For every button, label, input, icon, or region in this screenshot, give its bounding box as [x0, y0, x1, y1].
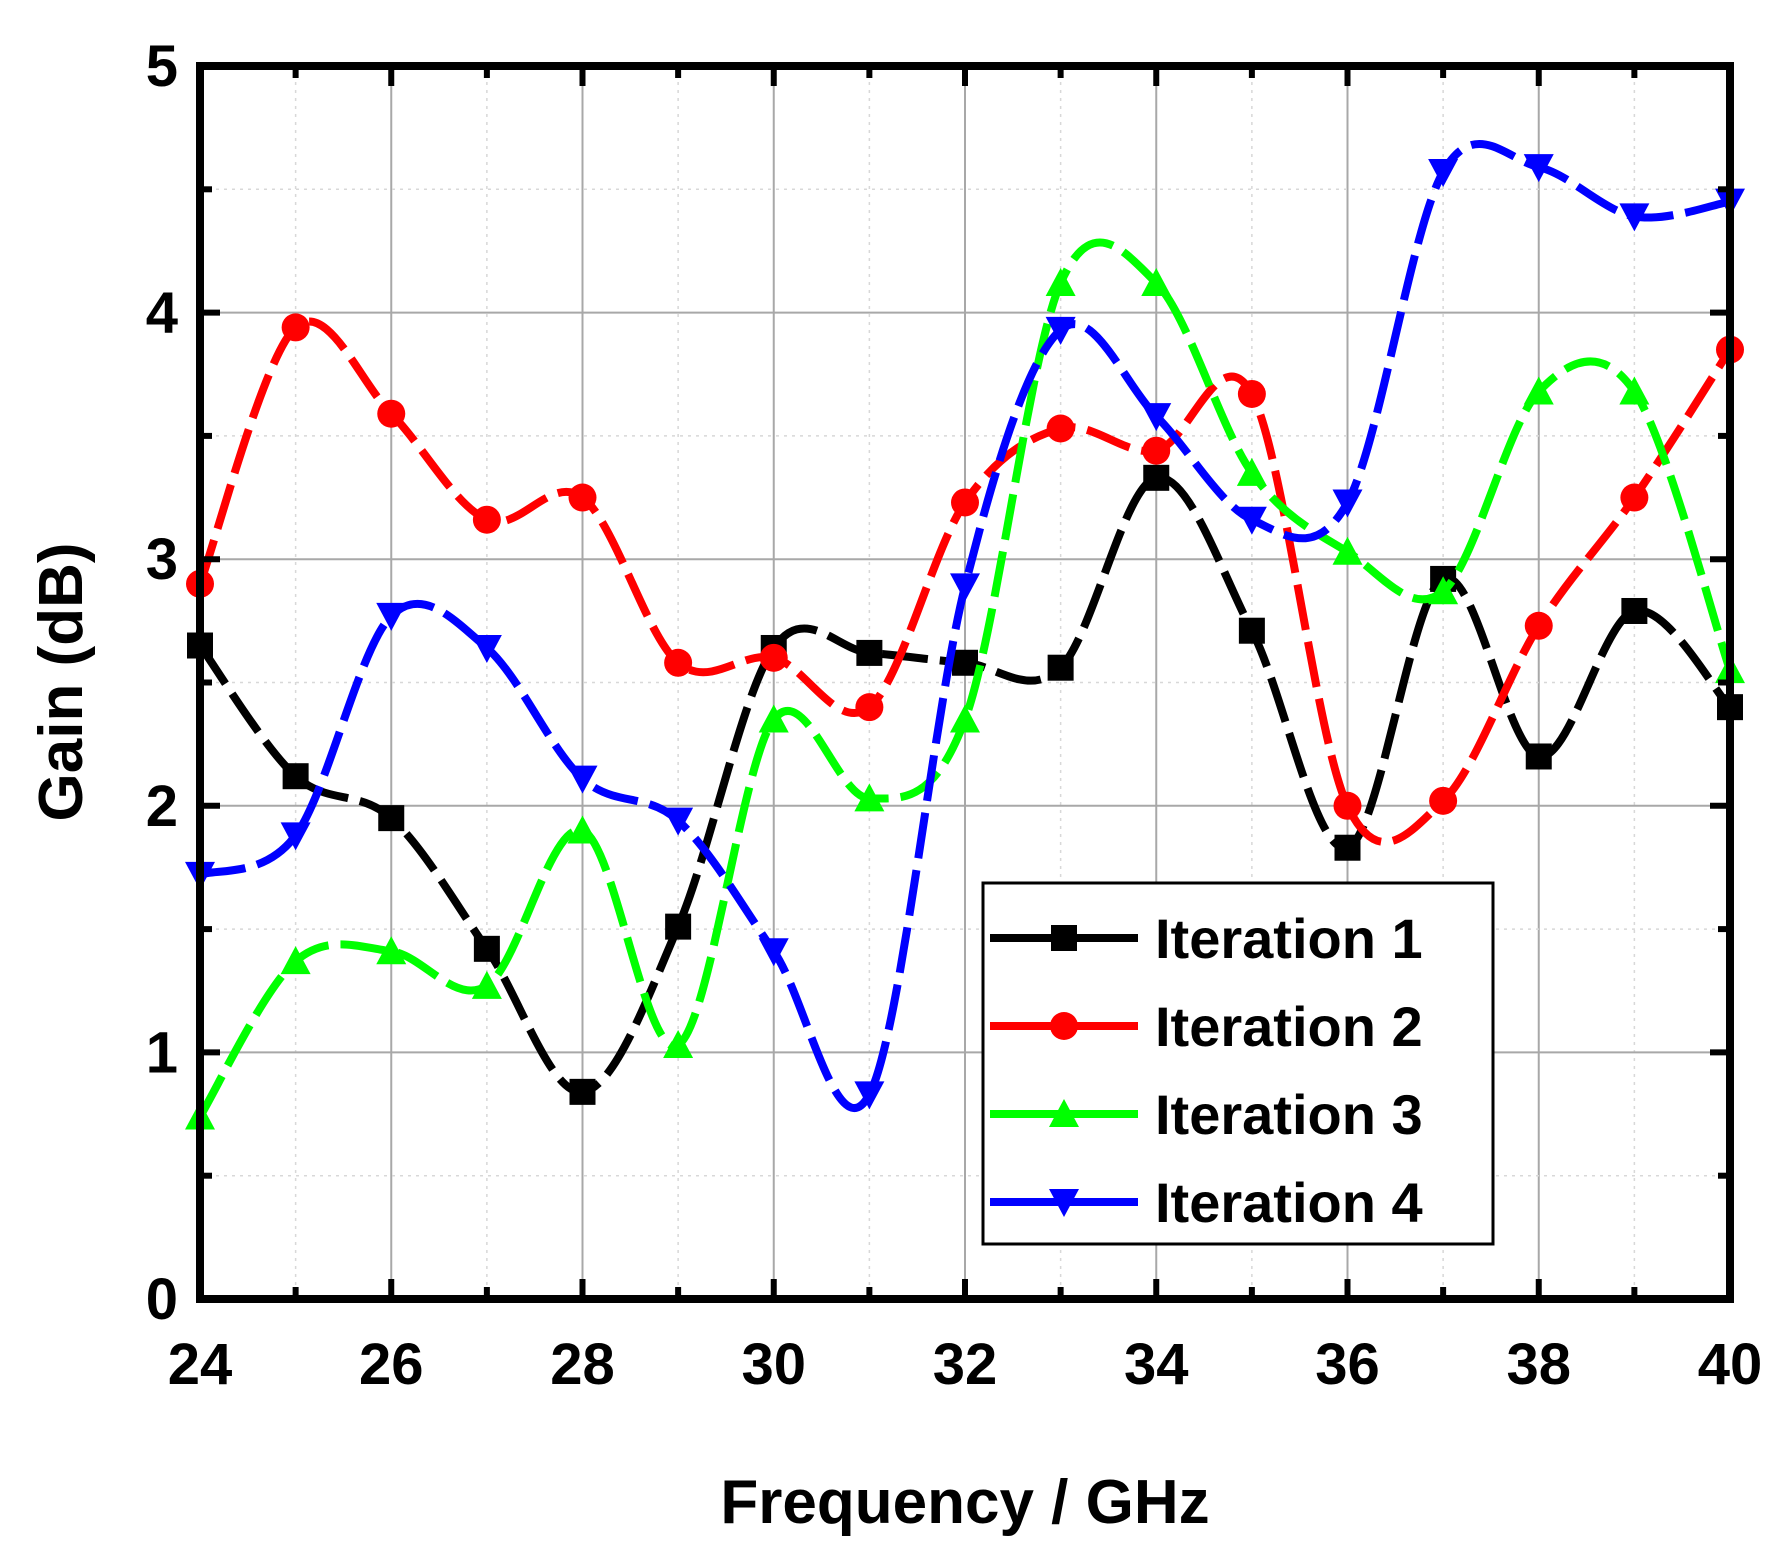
iteration-4-point [471, 634, 502, 663]
iteration-4-point [1332, 489, 1363, 518]
iteration-1-point [1047, 654, 1074, 681]
iteration-4-point [280, 822, 311, 851]
iteration-4-point [376, 602, 407, 631]
iteration-3-point [1619, 376, 1650, 405]
iteration-2-point [664, 648, 693, 677]
x-tick-label: 28 [550, 1332, 615, 1397]
x-tick-label: 38 [1506, 1332, 1571, 1397]
x-tick-label: 24 [168, 1332, 233, 1397]
legend-label-iteration-3: Iteration 3 [1155, 1083, 1423, 1146]
iteration-4-point [758, 938, 789, 967]
y-tick-label: 0 [146, 1267, 178, 1332]
iteration-2-point [951, 488, 979, 517]
iteration-3-point [280, 946, 311, 975]
iteration-2-point [855, 693, 884, 722]
iteration-1-point [1621, 597, 1648, 624]
series-layer [185, 139, 1745, 1130]
y-tick-label: 2 [146, 774, 178, 839]
legend-marker-iteration-3 [1049, 1099, 1079, 1127]
iteration-4-point [567, 765, 598, 794]
iteration-2-point [1429, 786, 1458, 815]
axis-ticks [197, 63, 1733, 1302]
iteration-1-point [952, 649, 978, 676]
iteration-2-point [1333, 791, 1362, 820]
iteration-3-point [1236, 457, 1267, 486]
iteration-3-point [567, 815, 598, 844]
x-tick-label: 26 [359, 1332, 424, 1397]
iteration-1-point [473, 935, 500, 962]
iteration-3-series [185, 238, 1745, 1130]
legend-marker-iteration-4 [1049, 1189, 1079, 1217]
iteration-2-point [1524, 611, 1553, 640]
iteration-3-point [758, 704, 789, 733]
iteration-1-series [187, 464, 1743, 1105]
iteration-1-point [569, 1078, 596, 1105]
y-axis-title: Gain (dB) [27, 543, 96, 822]
iteration-3-point [1332, 536, 1363, 565]
iteration-4-series [185, 139, 1745, 1112]
iteration-1-point [378, 805, 405, 832]
iteration-3-point [1141, 268, 1172, 297]
legend-marker-iteration-2 [1050, 1012, 1078, 1040]
iteration-4-point [854, 1081, 885, 1110]
x-axis-title: Frequency / GHz [720, 1468, 1209, 1537]
y-tick-label: 4 [146, 281, 178, 346]
legend: Iteration 1 Iteration 2 Iteration 3 Iterati… [981, 881, 1495, 1246]
iteration-4-point [950, 573, 980, 602]
iteration-3-point [1428, 576, 1459, 605]
iteration-1-point [282, 763, 309, 790]
iteration-1-point [1525, 743, 1552, 770]
iteration-4-point [1141, 403, 1172, 432]
iteration-2-point [759, 643, 788, 672]
iteration-3-line [196, 238, 1734, 1119]
iteration-2-point [377, 399, 406, 428]
iteration-3-point [471, 970, 502, 999]
iteration-1-point [665, 913, 692, 940]
x-tick-label: 32 [933, 1332, 998, 1397]
iteration-3-point [376, 936, 407, 965]
iteration-3-point [1045, 268, 1076, 297]
y-tick-label: 5 [146, 34, 178, 99]
legend-marker-iteration-1 [1051, 925, 1077, 951]
legend-label-iteration-2: Iteration 2 [1155, 995, 1423, 1058]
x-tick-label: 30 [741, 1332, 806, 1397]
x-tick-label: 34 [1124, 1332, 1189, 1397]
y-tick-label: 3 [146, 527, 178, 592]
x-tick-label: 36 [1315, 1332, 1380, 1397]
iteration-2-point [281, 313, 310, 342]
iteration-3-point [1523, 376, 1554, 405]
iteration-4-point [1045, 316, 1076, 345]
legend-label-iteration-1: Iteration 1 [1155, 907, 1423, 970]
iteration-4-point [1236, 506, 1267, 535]
iteration-2-point [1046, 414, 1075, 443]
iteration-3-point [854, 783, 885, 812]
iteration-1-point [1143, 464, 1170, 491]
iteration-1-point [1334, 834, 1361, 861]
iteration-4-point [1619, 203, 1650, 232]
iteration-3-point [663, 1030, 694, 1059]
iteration-2-point [1142, 436, 1171, 465]
iteration-2-point [1237, 379, 1266, 408]
legend-label-iteration-4: Iteration 4 [1155, 1171, 1423, 1234]
iteration-2-point [472, 505, 501, 534]
y-tick-label: 1 [146, 1020, 178, 1085]
iteration-4-point [663, 807, 694, 836]
iteration-1-point [1238, 617, 1265, 644]
iteration-4-point [1523, 154, 1554, 183]
iteration-2-point [568, 483, 597, 512]
iteration-1-point [856, 639, 883, 666]
x-tick-label: 40 [1698, 1332, 1763, 1397]
iteration-2-point [1620, 483, 1649, 512]
iteration-3-point [950, 704, 980, 733]
iteration-4-point [1428, 159, 1459, 188]
